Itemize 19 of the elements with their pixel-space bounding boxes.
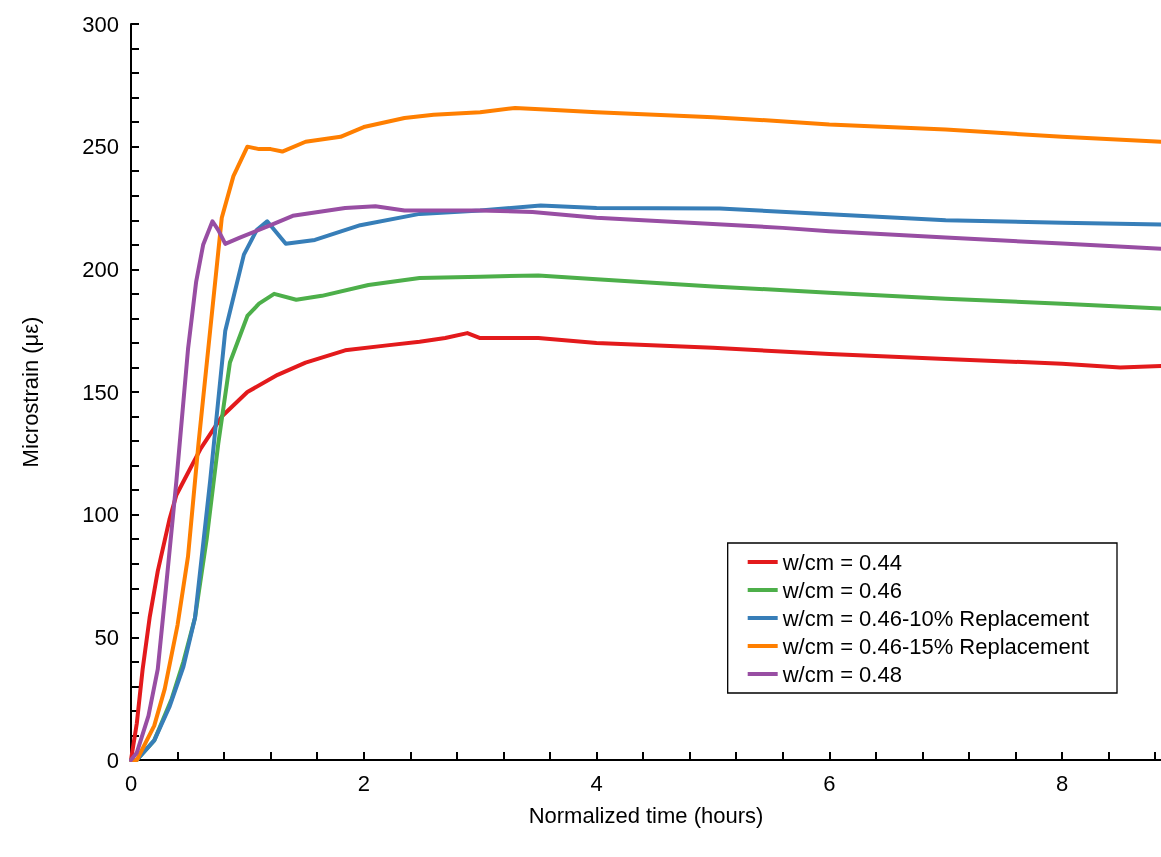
y-tick-label: 250: [82, 134, 119, 160]
y-tick-label: 0: [106, 747, 119, 773]
x-axis-title: Normalized time (hours): [528, 802, 764, 828]
legend-label: w/cm = 0.46-10% Replacement: [781, 605, 1090, 631]
legend-label: w/cm = 0.44: [781, 549, 902, 575]
y-tick-label: 200: [82, 256, 119, 282]
y-axis-title: Microstrain (με): [17, 316, 43, 468]
x-tick-label: 6: [823, 770, 836, 796]
y-tick-label: 150: [82, 379, 119, 405]
x-tick-label: 0: [124, 770, 138, 796]
legend-label: w/cm = 0.46: [781, 577, 902, 603]
x-tick-label: 8: [1055, 770, 1069, 796]
y-tick-label: 300: [82, 11, 119, 37]
x-tick-label: 4: [590, 770, 603, 796]
x-tick-label: 2: [357, 770, 370, 796]
y-tick-label: 100: [82, 502, 119, 528]
legend-label: w/cm = 0.46-15% Replacement: [781, 633, 1090, 659]
y-tick-label: 50: [94, 624, 119, 650]
legend-label: w/cm = 0.48: [781, 661, 902, 687]
